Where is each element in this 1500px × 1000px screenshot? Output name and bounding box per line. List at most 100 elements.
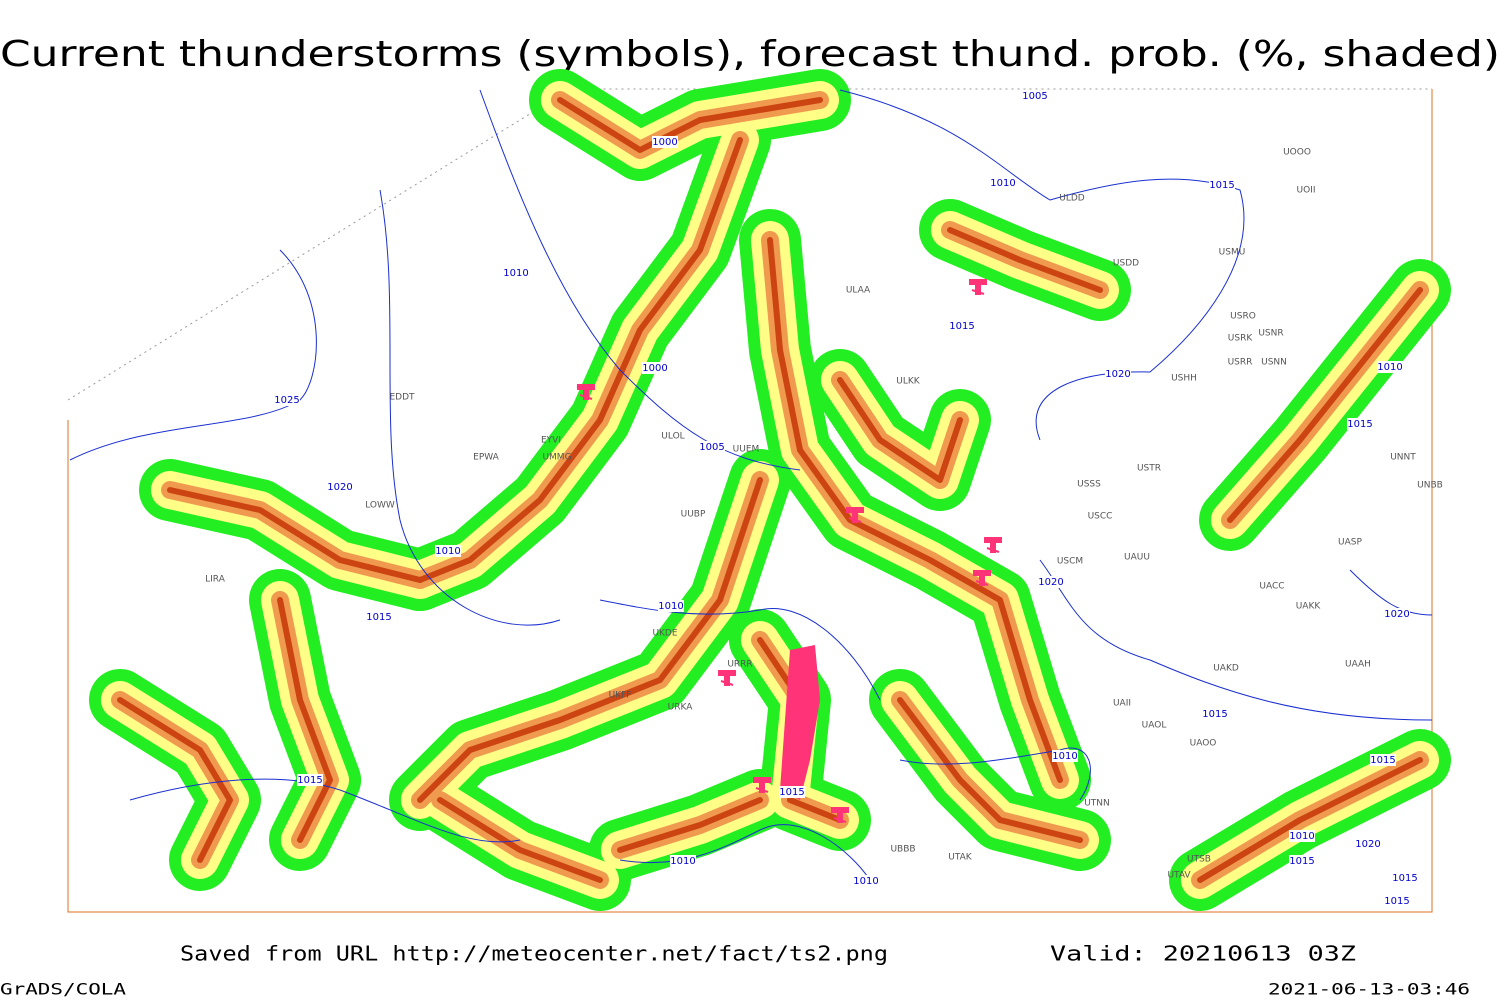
software-credit: GrADS/COLA [0,980,126,999]
storm-symbol [969,279,987,295]
storm-symbol [846,507,864,523]
isobar-label: 1010 [990,178,1015,189]
isobar-label-bg [853,875,879,887]
isobar-label: 1010 [435,546,460,557]
station-label: UAII [1113,699,1131,709]
isobar-label-bg [1105,368,1131,380]
isobar-label-bg [1370,754,1396,766]
station-label: USTR [1137,464,1161,474]
isobar-label: 1010 [1289,831,1314,842]
isobar-label: 1010 [853,876,878,887]
station-label: UOII [1297,186,1316,196]
shade-band [167,487,423,583]
station-label: USRR [1228,358,1253,368]
isobar-label: 1010 [670,856,695,867]
isobar-label: 1015 [297,775,322,786]
isobar-label: 1015 [779,787,804,798]
isobar-label: 1015 [1209,180,1234,191]
storm-symbol [984,537,1002,553]
isobar-label-bg [699,441,725,453]
station-label: ULAA [846,286,871,296]
station-label: LOWW [365,501,395,511]
station-label: UASP [1338,538,1362,548]
isobar-line [839,89,1245,441]
station-label: UTSB [1187,855,1211,865]
isobar-label-bg [1347,418,1373,430]
source-url: Saved from URL http://meteocenter.net/fa… [180,942,888,966]
station-label: UTAV [1167,871,1191,881]
station-label: UAKK [1296,602,1322,612]
isobar-label-bg [779,786,805,798]
isobar-line [479,89,801,471]
station-label: USMU [1219,248,1246,258]
station-label: UUBP [681,510,706,520]
isobar-label-bg [1392,872,1418,884]
station-label: UUEM [733,445,760,455]
isobar-line [1349,569,1433,616]
station-label: ULDD [1059,194,1085,204]
station-label: EDDT [389,393,415,403]
isobar-label: 1000 [652,137,677,148]
isobar-label-bg [1384,608,1410,620]
isobar-label-bg [1289,830,1315,842]
station-label: EYVI [541,436,561,446]
isobar-label: 1020 [1384,609,1409,620]
labels: 1005 1000 1010 1015 1010 1015 1000 1020 1010 1025… [205,90,1443,907]
isobar-label-bg [274,394,300,406]
isobar-line [129,778,521,843]
station-label: EPWA [473,453,500,463]
shade-band [417,477,763,803]
shade-band [767,237,1063,783]
isobar-label-bg [366,611,392,623]
shade-band [947,227,1103,293]
station-label: ULOL [661,432,684,442]
station-label: UOOO [1283,148,1311,158]
shade-band [617,797,763,853]
storm-symbol [577,384,595,400]
isobar-label-bg [670,855,696,867]
station-label: LIRA [205,575,226,585]
station-label: UBBB [890,845,915,855]
station-label: USNN [1261,358,1287,368]
storm-symbol [753,777,771,793]
shade-band [417,137,743,583]
timestamp: 2021-06-13-03:46 [1268,980,1470,999]
station-label: USRO [1230,312,1256,322]
storm-symbol [831,807,849,823]
isobar-label: 1025 [274,395,299,406]
isobar-label: 1015 [949,321,974,332]
storm-symbols [577,279,1002,823]
isobar-label-bg [1377,361,1403,373]
isobar-label-bg [1052,750,1078,762]
isobar-label-bg [642,362,668,374]
shade-band [897,697,1083,843]
isobar-label: 1015 [1384,896,1409,907]
shade-band [1197,757,1423,883]
station-label: URKA [668,703,694,713]
station-label: UAAH [1345,660,1371,670]
station-label: UTAK [948,853,973,863]
isobar-label: 1005 [699,442,724,453]
isobar-label-bg [503,267,529,279]
isobar-label-bg [1022,90,1048,102]
valid-time: Valid: 20210613 03Z [1050,942,1356,966]
shade-band [837,377,963,483]
map-title: Current thunderstorms (symbols), forecas… [0,34,1500,75]
shade-band [437,797,603,883]
storm-symbol [718,670,736,686]
storm-symbol [796,662,814,678]
isobar-label-bg [949,320,975,332]
station-label: UAOL [1142,721,1167,731]
map-frame [67,89,1433,913]
map-boundary [67,88,1432,401]
storm-symbol [973,570,991,586]
isobar-label: 1015 [366,612,391,623]
isobar-label: 1010 [503,268,528,279]
station-label: USDD [1113,259,1139,269]
isobar-label: 1015 [1202,709,1227,720]
probability-shading [89,69,1451,911]
isobar-label: 1015 [1289,856,1314,867]
shade-band [277,597,333,843]
isobar-label-bg [327,481,353,493]
